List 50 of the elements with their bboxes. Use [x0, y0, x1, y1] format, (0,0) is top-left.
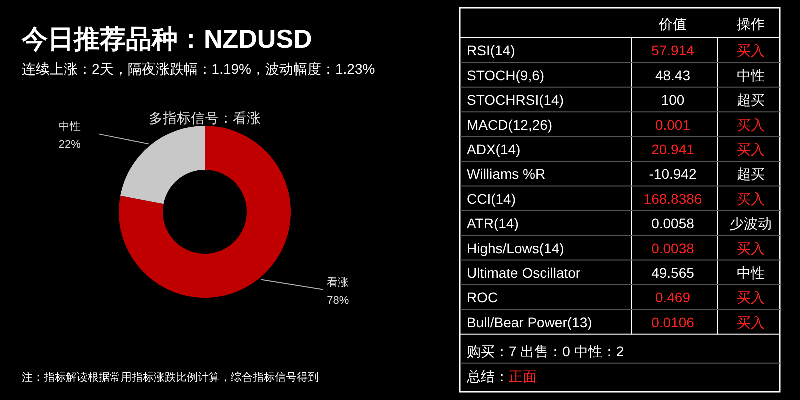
category-label: Bull/Bear Power(13) [467, 314, 592, 330]
category-label: ADX(14) [467, 142, 521, 158]
category-label: 操作 [737, 16, 765, 32]
text: 0.0058 [652, 216, 694, 232]
text: -10.942 [649, 166, 697, 182]
text: 0.0038 [652, 240, 694, 256]
slice-label: 中性 [58, 120, 81, 134]
text: 买入 [737, 142, 765, 158]
category-label: RSI(14) [467, 42, 516, 59]
category-label: Williams %R [467, 166, 546, 182]
text: 买入 [737, 190, 765, 207]
chart-title: 今日推荐品种：NZDUSD [21, 24, 312, 54]
text: 168.8386 [644, 190, 702, 207]
category-label: ROC [467, 290, 498, 306]
text: 48.43 [655, 67, 691, 84]
text: 买入 [737, 116, 765, 133]
text: 超买 [737, 166, 765, 182]
text: 买入 [737, 290, 765, 306]
text: 购买：7 出售：0 中性：2 [467, 343, 624, 360]
text: 少波动 [730, 216, 772, 232]
text: 中性 [737, 265, 765, 281]
text: 注：指标解读根据常用指标涨跌比例计算，综合指标信号得到 [22, 371, 319, 384]
text: 总结：正面 [466, 368, 537, 384]
text: 0.0106 [652, 314, 694, 330]
category-label: Highs/Lows(14) [467, 240, 564, 256]
text: 中性 [737, 67, 765, 84]
slice-label: 看涨 [327, 276, 350, 289]
text: 57.914 [652, 42, 694, 59]
data-label: 78% [327, 294, 350, 307]
category-label: Ultimate Oscillator [467, 265, 581, 281]
text: 超买 [737, 92, 765, 108]
text: 0.001 [655, 116, 691, 133]
donut-slice [120, 126, 205, 204]
donut-slice [119, 126, 291, 298]
data-label: 22% [58, 139, 82, 152]
category-label: STOCH(9,6) [467, 67, 545, 84]
category-label: CCI(14) [467, 190, 516, 207]
category-label: MACD(12,26) [467, 116, 553, 133]
text: 49.565 [652, 265, 694, 281]
category-label: ATR(14) [467, 216, 519, 232]
category-label: 价值 [658, 16, 687, 32]
text: 买入 [737, 314, 765, 330]
text: 多指标信号：看涨 [149, 110, 261, 126]
text: 0.469 [655, 290, 691, 306]
chart-subtitle: 连续上涨：2天，隔夜涨跌幅：1.19%，波动幅度：1.23% [22, 61, 376, 77]
text: 20.941 [652, 142, 694, 158]
text: 买入 [737, 42, 765, 59]
text: 100 [661, 92, 685, 108]
category-label: STOCHRSI(14) [467, 92, 564, 108]
text: 买入 [737, 240, 765, 256]
